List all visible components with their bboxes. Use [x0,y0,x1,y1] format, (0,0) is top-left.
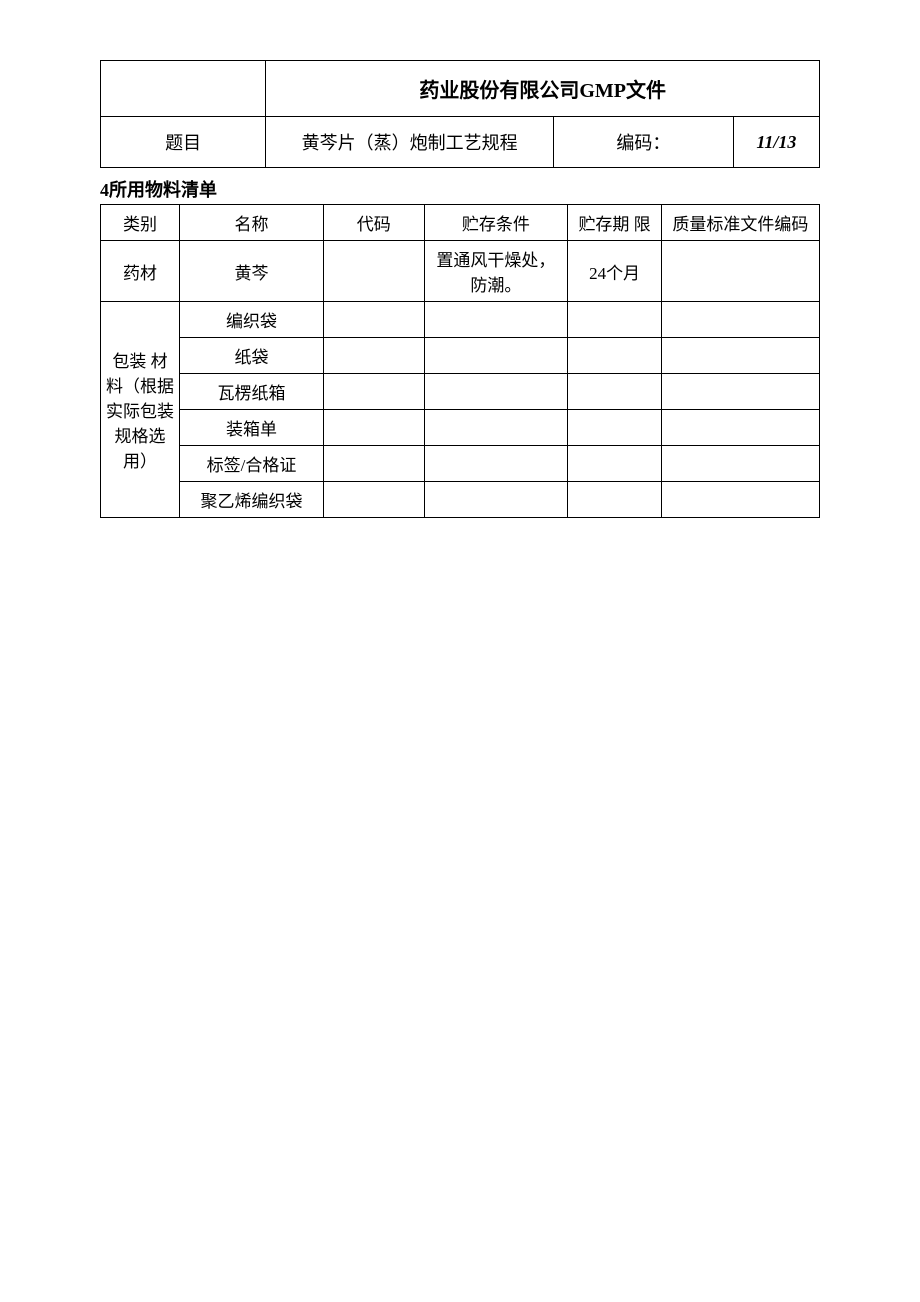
code-label: 编码： [553,117,733,168]
cell-name: 聚乙烯编织袋 [180,482,324,518]
cell-code [323,374,424,410]
table-row: 装箱单 [101,410,820,446]
cell-code [323,482,424,518]
cell-name: 编织袋 [180,302,324,338]
cell-category: 药材 [101,241,180,302]
cell-name: 装箱单 [180,410,324,446]
col-header-quality-code: 质量标准文件编码 [661,205,819,241]
cell-storage-condition [424,446,568,482]
materials-table: 类别 名称 代码 贮存条件 贮存期 限 质量标准文件编码 药材 黄芩 置通风干燥… [100,204,820,518]
table-row: 纸袋 [101,338,820,374]
cell-quality-code [661,446,819,482]
cell-storage-condition [424,302,568,338]
cell-storage-period [568,338,661,374]
col-header-code: 代码 [323,205,424,241]
cell-code [323,338,424,374]
table-row: 药材 黄芩 置通风干燥处，防潮。 24个月 [101,241,820,302]
col-header-category: 类别 [101,205,180,241]
cell-code [323,302,424,338]
cell-storage-period [568,446,661,482]
cell-storage-condition [424,374,568,410]
cell-storage-condition [424,482,568,518]
cell-name: 黄芩 [180,241,324,302]
cell-storage-period [568,374,661,410]
page-number: 11/13 [733,117,819,168]
cell-quality-code [661,482,819,518]
col-header-name: 名称 [180,205,324,241]
cell-category: 包装 材料（根据实际包装规格选用） [101,302,180,518]
table-row: 标签/合格证 [101,446,820,482]
col-header-storage-condition: 贮存条件 [424,205,568,241]
cell-name: 瓦楞纸箱 [180,374,324,410]
cell-code [323,446,424,482]
section-title: 4所用物料清单 [100,176,820,202]
company-document-title: 药业股份有限公司GMP文件 [266,61,820,117]
cell-name: 纸袋 [180,338,324,374]
header-logo-cell [101,61,266,117]
cell-name: 标签/合格证 [180,446,324,482]
cell-quality-code [661,410,819,446]
cell-storage-period: 24个月 [568,241,661,302]
cell-storage-period [568,410,661,446]
col-header-storage-period: 贮存期 限 [568,205,661,241]
cell-storage-condition: 置通风干燥处，防潮。 [424,241,568,302]
cell-quality-code [661,302,819,338]
cell-quality-code [661,241,819,302]
document-header-table: 药业股份有限公司GMP文件 题目 黄芩片（蒸）炮制工艺规程 编码： 11/13 [100,60,820,168]
cell-code [323,410,424,446]
title-value: 黄芩片（蒸）炮制工艺规程 [266,117,554,168]
title-label: 题目 [101,117,266,168]
cell-storage-period [568,302,661,338]
cell-storage-condition [424,410,568,446]
cell-code [323,241,424,302]
table-row: 瓦楞纸箱 [101,374,820,410]
table-header-row: 类别 名称 代码 贮存条件 贮存期 限 质量标准文件编码 [101,205,820,241]
cell-quality-code [661,374,819,410]
table-row: 聚乙烯编织袋 [101,482,820,518]
cell-storage-period [568,482,661,518]
cell-quality-code [661,338,819,374]
cell-storage-condition [424,338,568,374]
table-row: 包装 材料（根据实际包装规格选用） 编织袋 [101,302,820,338]
